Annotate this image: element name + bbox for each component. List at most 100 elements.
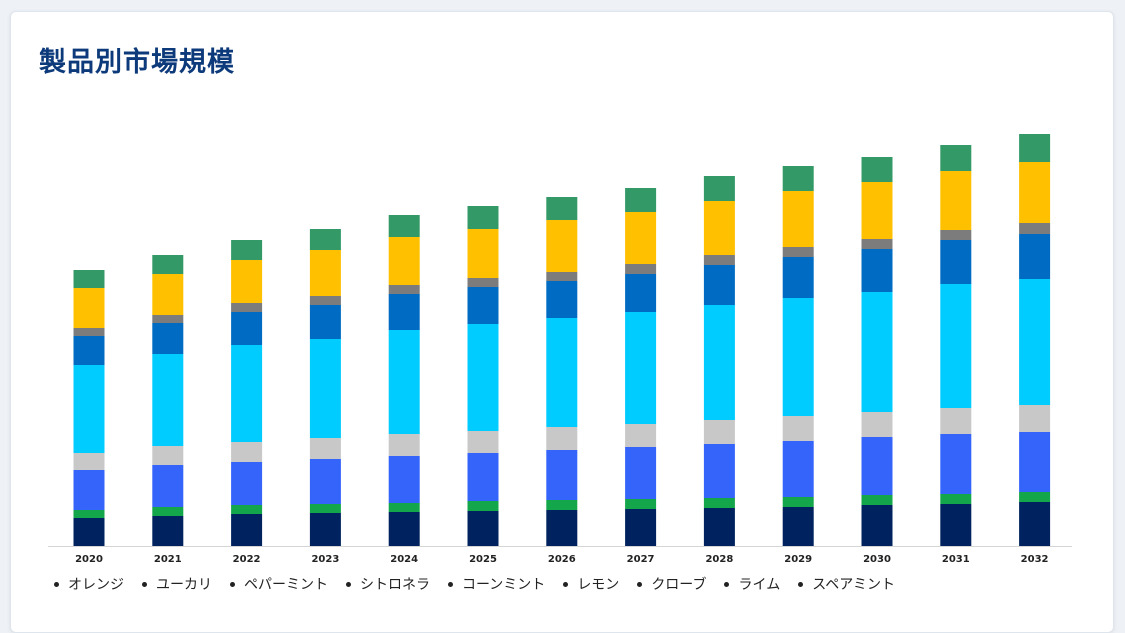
chart-legend: オレンジ ユーカリ ペパーミント シトロネラ コーンミント レモン クローブ ライム スペアミン… [54, 574, 895, 594]
legend-label: スペアミント [812, 577, 895, 593]
bar-segment-2024-4 [388, 330, 420, 434]
bar-segment-2025-4 [467, 324, 499, 431]
bar-segment-2022-0 [231, 514, 263, 546]
bar-segment-2030-5 [861, 249, 893, 292]
bar-segment-2021-8 [152, 255, 184, 274]
bar-segment-2028-7 [703, 201, 735, 255]
legend-label: シトロネラ [360, 577, 430, 593]
bar-segment-2032-7 [1019, 162, 1051, 223]
bar-segment-2030-6 [861, 239, 893, 249]
bar-segment-2028-3 [703, 420, 735, 444]
bar-segment-2020-0 [73, 518, 105, 546]
bar-segment-2027-6 [625, 264, 657, 274]
legend-label: ライム [738, 577, 781, 593]
bar-segment-2020-4 [73, 365, 105, 453]
bar-segment-2024-7 [388, 237, 420, 285]
bar-segment-2022-2 [231, 462, 263, 505]
bar-segment-2027-7 [625, 212, 657, 264]
bar-segment-2032-0 [1019, 502, 1051, 546]
bar-segment-2023-0 [309, 513, 341, 546]
x-tick-label: 2021 [154, 554, 182, 565]
bar-segment-2027-2 [625, 447, 657, 499]
x-tick-label: 2032 [1021, 554, 1049, 565]
bar-segment-2027-5 [625, 274, 657, 312]
bar-segment-2026-2 [546, 450, 578, 500]
bar-segment-2023-1 [309, 504, 341, 513]
bar-segment-2030-2 [861, 437, 893, 495]
bar-segment-2030-8 [861, 157, 893, 182]
bar-segment-2024-2 [388, 456, 420, 503]
bar-segment-2022-6 [231, 303, 263, 312]
bar-segment-2020-8 [73, 270, 105, 288]
bar-segment-2028-1 [703, 498, 735, 508]
bar-segment-2031-2 [940, 434, 972, 494]
bar-segment-2031-0 [940, 504, 972, 546]
bar-segment-2022-1 [231, 505, 263, 514]
bar-segment-2025-0 [467, 511, 499, 546]
bar-segment-2029-6 [782, 247, 814, 257]
bar-segment-2026-3 [546, 427, 578, 450]
legend-label: ユーカリ [156, 577, 212, 593]
bar-segment-2021-2 [152, 465, 184, 507]
legend-item: ユーカリ [142, 574, 212, 594]
bar-segment-2030-3 [861, 412, 893, 437]
bar-segment-2024-6 [388, 285, 420, 294]
bar-segment-2028-2 [703, 444, 735, 498]
bar-segment-2032-2 [1019, 432, 1051, 492]
bar-segment-2026-1 [546, 500, 578, 510]
bar-segment-2028-0 [703, 508, 735, 546]
bar-segment-2027-0 [625, 509, 657, 546]
legend-bullet-icon [54, 581, 59, 587]
bar-segment-2021-1 [152, 507, 184, 516]
legend-label: オレンジ [68, 577, 124, 593]
bar-segment-2024-8 [388, 215, 420, 237]
bar-segment-2028-6 [703, 255, 735, 265]
bar-segment-2031-1 [940, 494, 972, 504]
bar-segment-2029-0 [782, 507, 814, 546]
bar-segment-2023-6 [309, 296, 341, 305]
bar-segment-2028-5 [703, 265, 735, 305]
bar-segment-2020-1 [73, 510, 105, 518]
x-tick-label: 2027 [627, 554, 655, 565]
bar-segment-2020-5 [73, 336, 105, 365]
legend-bullet-icon [563, 581, 569, 587]
bar-segment-2031-5 [940, 240, 972, 284]
bar-segment-2025-5 [467, 287, 499, 324]
bar-segment-2024-3 [388, 434, 420, 456]
x-tick-label: 2029 [784, 554, 812, 565]
x-tick-label: 2025 [469, 554, 497, 565]
bar-segment-2028-8 [703, 176, 735, 201]
bar-segment-2025-3 [467, 431, 499, 453]
bar-segment-2020-7 [73, 288, 105, 328]
legend-bullet-icon [637, 581, 643, 587]
legend-bullet-icon [230, 581, 235, 587]
bar-segment-2027-4 [625, 312, 657, 424]
bar-segment-2029-2 [782, 441, 814, 497]
legend-item: シトロネラ [346, 574, 430, 594]
bar-segment-2025-7 [467, 229, 499, 278]
bar-segment-2021-5 [152, 323, 184, 354]
bar-segment-2022-5 [231, 312, 263, 345]
stacked-bar-chart: 2020 2021 2022 2023 2024 2025 2026 2027 2028 2029… [48, 134, 1072, 565]
bar-segment-2027-1 [625, 499, 657, 509]
bar-segment-2029-1 [782, 497, 814, 507]
bar-segment-2026-5 [546, 281, 578, 318]
legend-item: ペパーミント [230, 574, 328, 594]
bar-segment-2026-8 [546, 197, 578, 220]
x-tick-label: 2020 [75, 554, 103, 565]
bar-segment-2028-4 [703, 305, 735, 420]
bar-segment-2032-1 [1019, 492, 1051, 502]
bar-segment-2025-8 [467, 206, 499, 229]
bar-segment-2020-3 [73, 453, 105, 470]
bar-segment-2029-8 [782, 166, 814, 191]
legend-bullet-icon [448, 581, 453, 587]
bar-segment-2032-5 [1019, 234, 1051, 279]
bar-segment-2020-2 [73, 470, 105, 510]
bar-segment-2031-7 [940, 171, 972, 230]
legend-item: コーンミント [448, 574, 545, 594]
bar-segment-2029-4 [782, 298, 814, 416]
bar-segment-2022-4 [231, 345, 263, 442]
legend-item: クローブ [637, 574, 706, 594]
bar-segment-2026-0 [546, 510, 578, 546]
bar-segment-2021-7 [152, 274, 184, 315]
